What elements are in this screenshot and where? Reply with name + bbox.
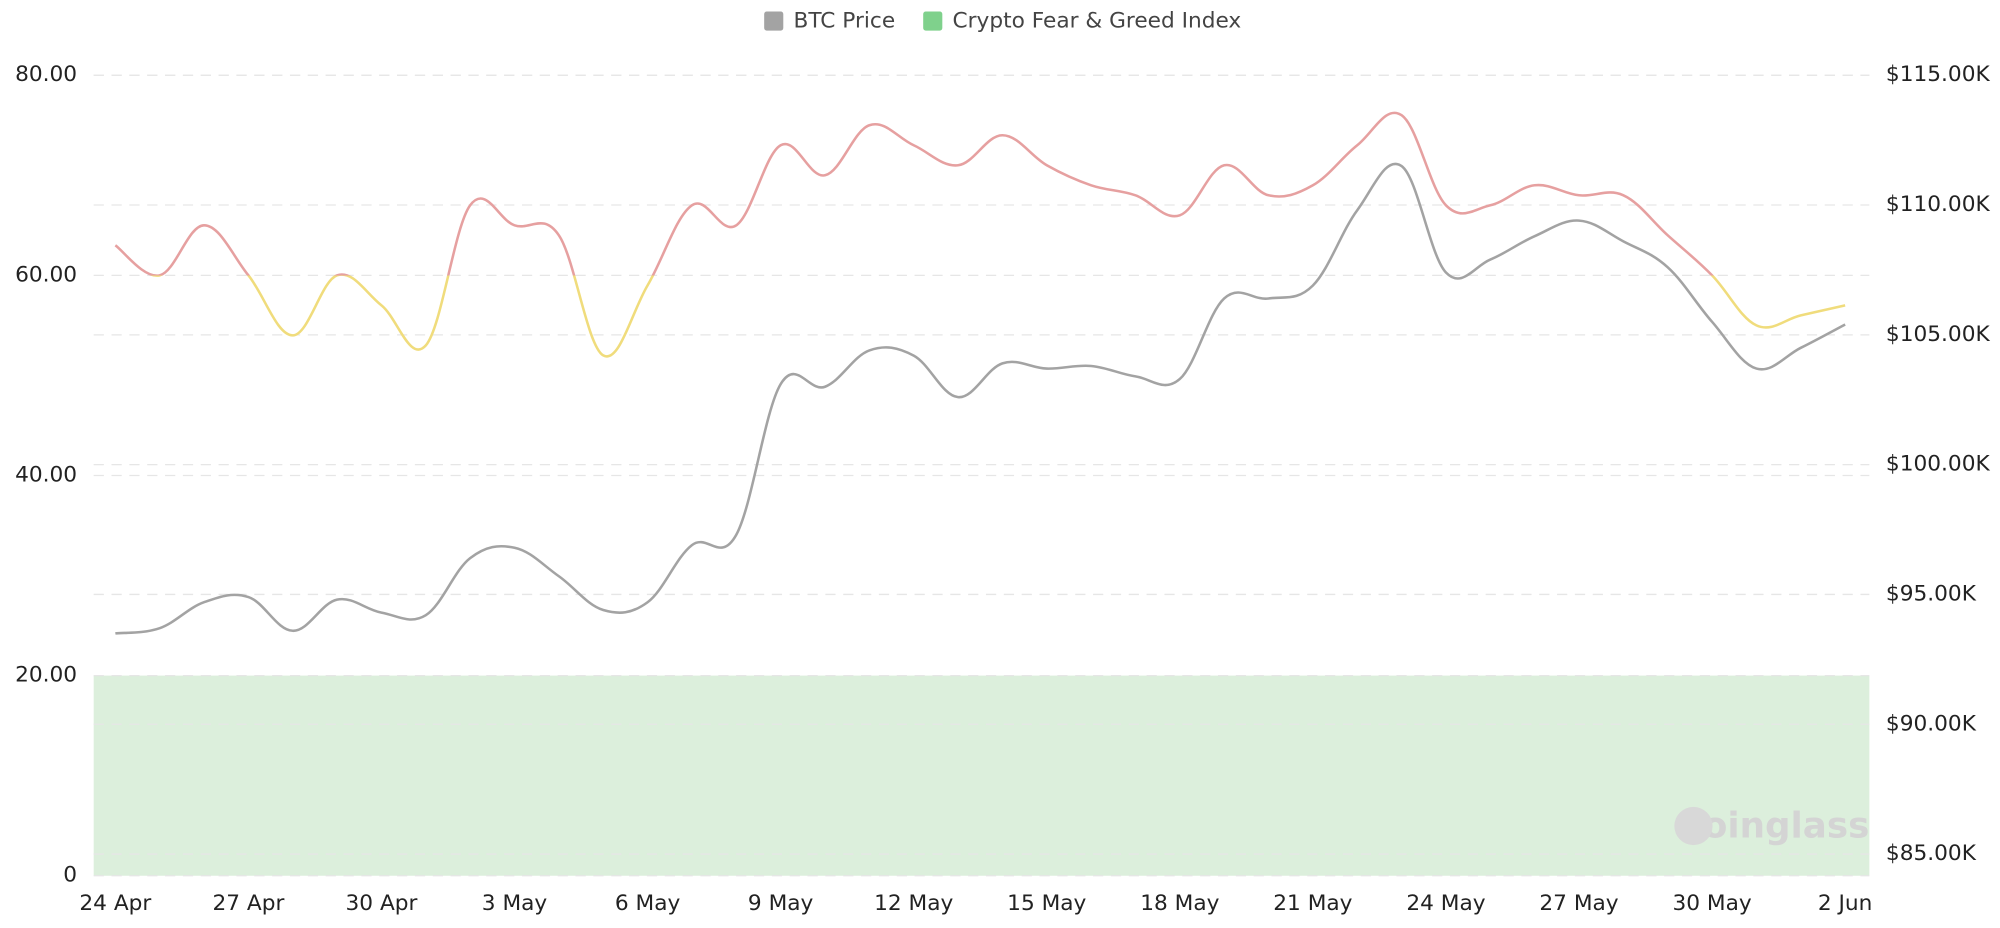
x-tick-label: 27 May bbox=[1539, 891, 1618, 916]
series-line bbox=[115, 162, 1846, 635]
x-tick-label: 12 May bbox=[874, 891, 953, 916]
legend-label: Crypto Fear & Greed Index bbox=[953, 9, 1242, 34]
x-tick-label: 9 May bbox=[748, 891, 814, 916]
y2-tick-label: $105.00K bbox=[1886, 322, 1991, 347]
y2-tick-label: $110.00K bbox=[1886, 192, 1991, 217]
y2-tick-label: $115.00K bbox=[1886, 62, 1991, 87]
x-tick-label: 6 May bbox=[615, 891, 681, 916]
x-tick-label: 30 May bbox=[1672, 891, 1751, 916]
series-line bbox=[114, 111, 1846, 358]
legend-swatch bbox=[923, 11, 943, 31]
y2-tick-label: $100.00K bbox=[1886, 452, 1991, 477]
x-tick-label: 27 Apr bbox=[212, 891, 284, 916]
y2-tick-label: $85.00K bbox=[1886, 841, 1977, 866]
x-tick-label: 15 May bbox=[1007, 891, 1086, 916]
zone-band bbox=[93, 675, 1870, 876]
x-tick-label: 3 May bbox=[482, 891, 548, 916]
watermark-logo bbox=[1674, 806, 1713, 846]
x-tick-label: 24 May bbox=[1406, 891, 1485, 916]
y2-tick-label: $90.00K bbox=[1886, 711, 1977, 736]
x-tick-label: 24 Apr bbox=[79, 891, 151, 916]
x-tick-label: 30 Apr bbox=[346, 891, 418, 916]
legend-label: BTC Price bbox=[793, 9, 895, 34]
y2-tick-label: $95.00K bbox=[1886, 581, 1977, 606]
watermark: coinglass bbox=[1682, 805, 1870, 846]
x-tick-label: 21 May bbox=[1273, 891, 1352, 916]
x-tick-label: 2 Jun bbox=[1818, 891, 1873, 916]
y-tick-label: 0 bbox=[63, 863, 77, 888]
y-tick-label: 80.00 bbox=[15, 62, 77, 87]
x-tick-label: 18 May bbox=[1140, 891, 1219, 916]
y-tick-label: 20.00 bbox=[15, 663, 77, 688]
legend-swatch bbox=[764, 11, 784, 31]
y-tick-label: 60.00 bbox=[15, 262, 77, 287]
y-tick-label: 40.00 bbox=[15, 462, 77, 487]
